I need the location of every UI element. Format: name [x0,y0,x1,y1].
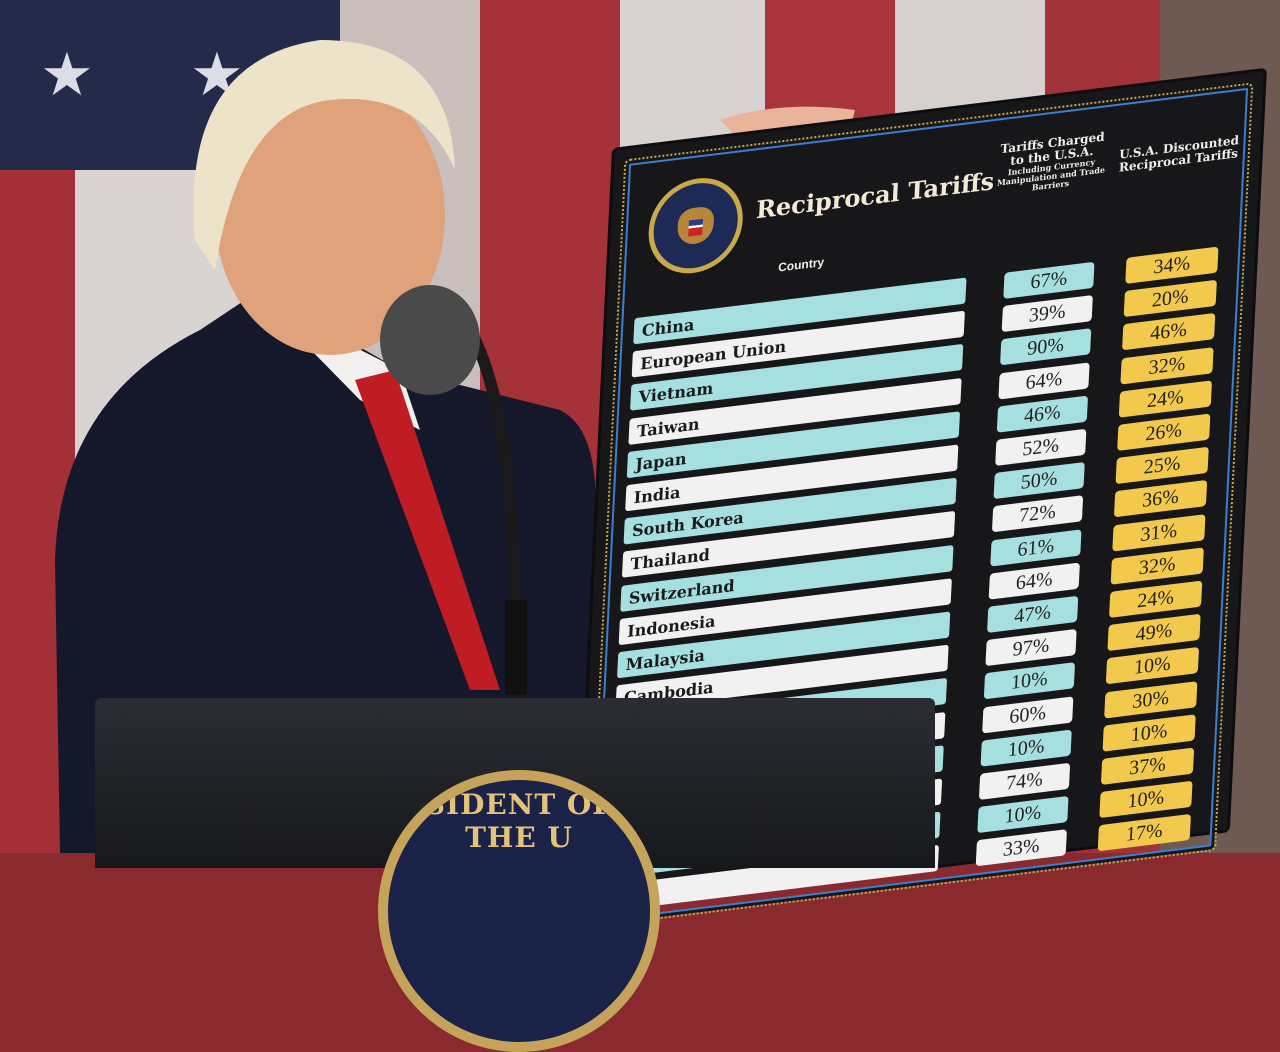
microphone [380,285,527,695]
face [215,75,445,355]
podium-seal: SIDENT OF THE U [378,770,660,1052]
red-tie [355,370,500,690]
svg-text:★: ★ [40,41,94,108]
hair [193,40,455,270]
